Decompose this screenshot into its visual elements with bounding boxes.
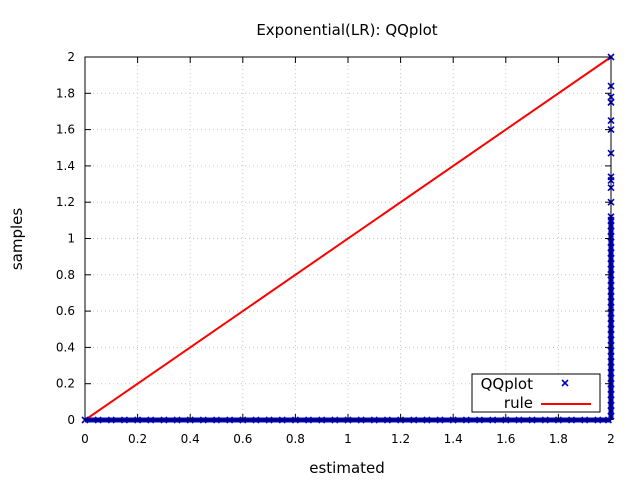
- x-tick-label: 0: [81, 432, 89, 446]
- legend-label-qqplot: QQplot: [481, 375, 533, 393]
- y-tick-label: 1.8: [56, 86, 75, 100]
- x-tick-label: 0.2: [128, 432, 147, 446]
- y-tick-label: 1.6: [56, 123, 75, 137]
- y-tick-label: 1: [67, 232, 75, 246]
- x-tick-label: 1.4: [444, 432, 463, 446]
- rule-line: [84, 56, 612, 421]
- legend-box: [471, 373, 601, 413]
- y-tick-label: 0: [67, 413, 75, 427]
- x-tick-label: 1.8: [549, 432, 568, 446]
- x-tick-label: 1.2: [391, 432, 410, 446]
- y-tick-label: 0.6: [56, 304, 75, 318]
- y-axis-label: samples: [8, 208, 26, 271]
- x-tick-label: 2: [607, 432, 615, 446]
- x-tick-label: 1: [344, 432, 352, 446]
- y-tick-label: 1.2: [56, 195, 75, 209]
- y-tick-label: 2: [67, 50, 75, 64]
- marker-stroke: [561, 379, 569, 387]
- x-tick-label: 0.6: [233, 432, 252, 446]
- grid: [85, 57, 611, 420]
- x-tick-label: 1.6: [496, 432, 515, 446]
- x-axis-label: estimated: [309, 459, 385, 477]
- legend: QQplot rule: [471, 373, 601, 413]
- y-tick-label: 0.8: [56, 268, 75, 282]
- legend-marker-qqplot: [561, 379, 569, 387]
- y-tick-label: 0.2: [56, 377, 75, 391]
- y-tick-label: 0.4: [56, 340, 75, 354]
- x-tick-label: 0.4: [181, 432, 200, 446]
- rule-series: [84, 56, 612, 421]
- x-tick-label: 0.8: [286, 432, 305, 446]
- ticks: 0 0.2 0.4 0.6 0.8 1 1.2 1.4 1.6 1.8 2 0 0.2 0.4 0.6 0.8…: [56, 50, 615, 446]
- legend-marker-cross: [561, 379, 569, 387]
- y-tick-label: 1.4: [56, 159, 75, 173]
- legend-label-rule: rule: [504, 394, 533, 412]
- chart-title: Exponential(LR): QQplot: [256, 21, 437, 39]
